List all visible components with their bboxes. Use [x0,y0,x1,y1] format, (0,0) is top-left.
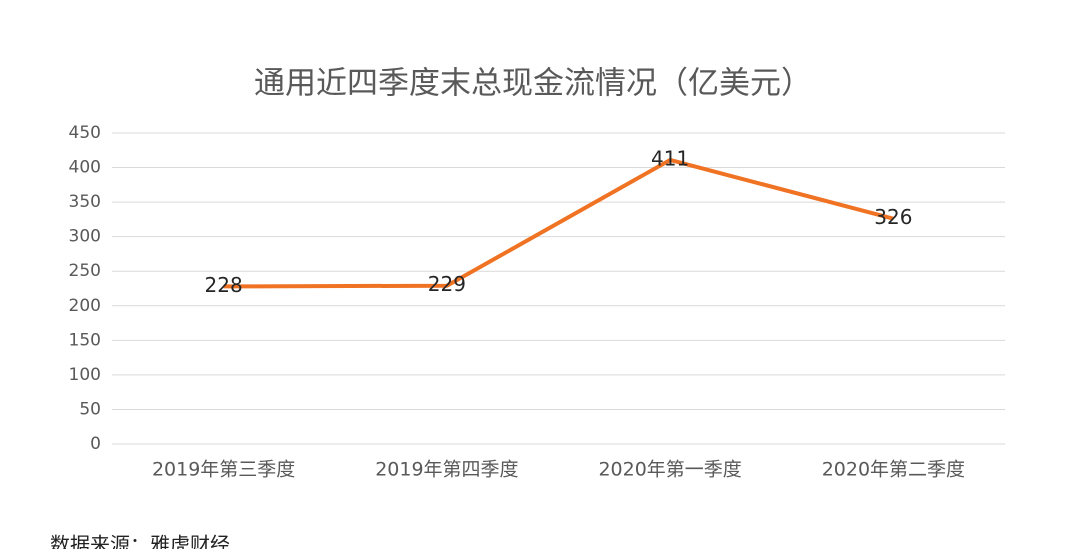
x-tick-label: 2019年第四季度 [375,459,518,481]
line-series [223,157,894,289]
data-label: 411 [651,146,689,170]
y-tick-label: 450 [69,123,101,143]
y-tick-label: 250 [69,261,101,281]
data-label: 228 [205,273,243,297]
x-tick-label: 2020年第一季度 [598,459,741,481]
y-tick-label: 300 [69,227,101,247]
data-label: 229 [428,272,466,296]
chart-title: 通用近四季度末总现金流情况（亿美元） [254,66,812,102]
y-tick-label: 350 [69,192,101,212]
y-tick-label: 400 [69,158,101,178]
x-tick-label: 2020年第二季度 [822,459,965,481]
y-tick-label: 0 [90,434,101,454]
y-tick-label: 150 [69,330,101,350]
data-label: 326 [874,205,912,229]
x-tick-label: 2019年第三季度 [152,459,295,481]
y-tick-label: 50 [79,399,101,419]
source-note: 数据来源：雅虎财经 [50,533,230,549]
y-tick-label: 200 [69,296,101,316]
y-tick-label: 100 [69,365,101,385]
